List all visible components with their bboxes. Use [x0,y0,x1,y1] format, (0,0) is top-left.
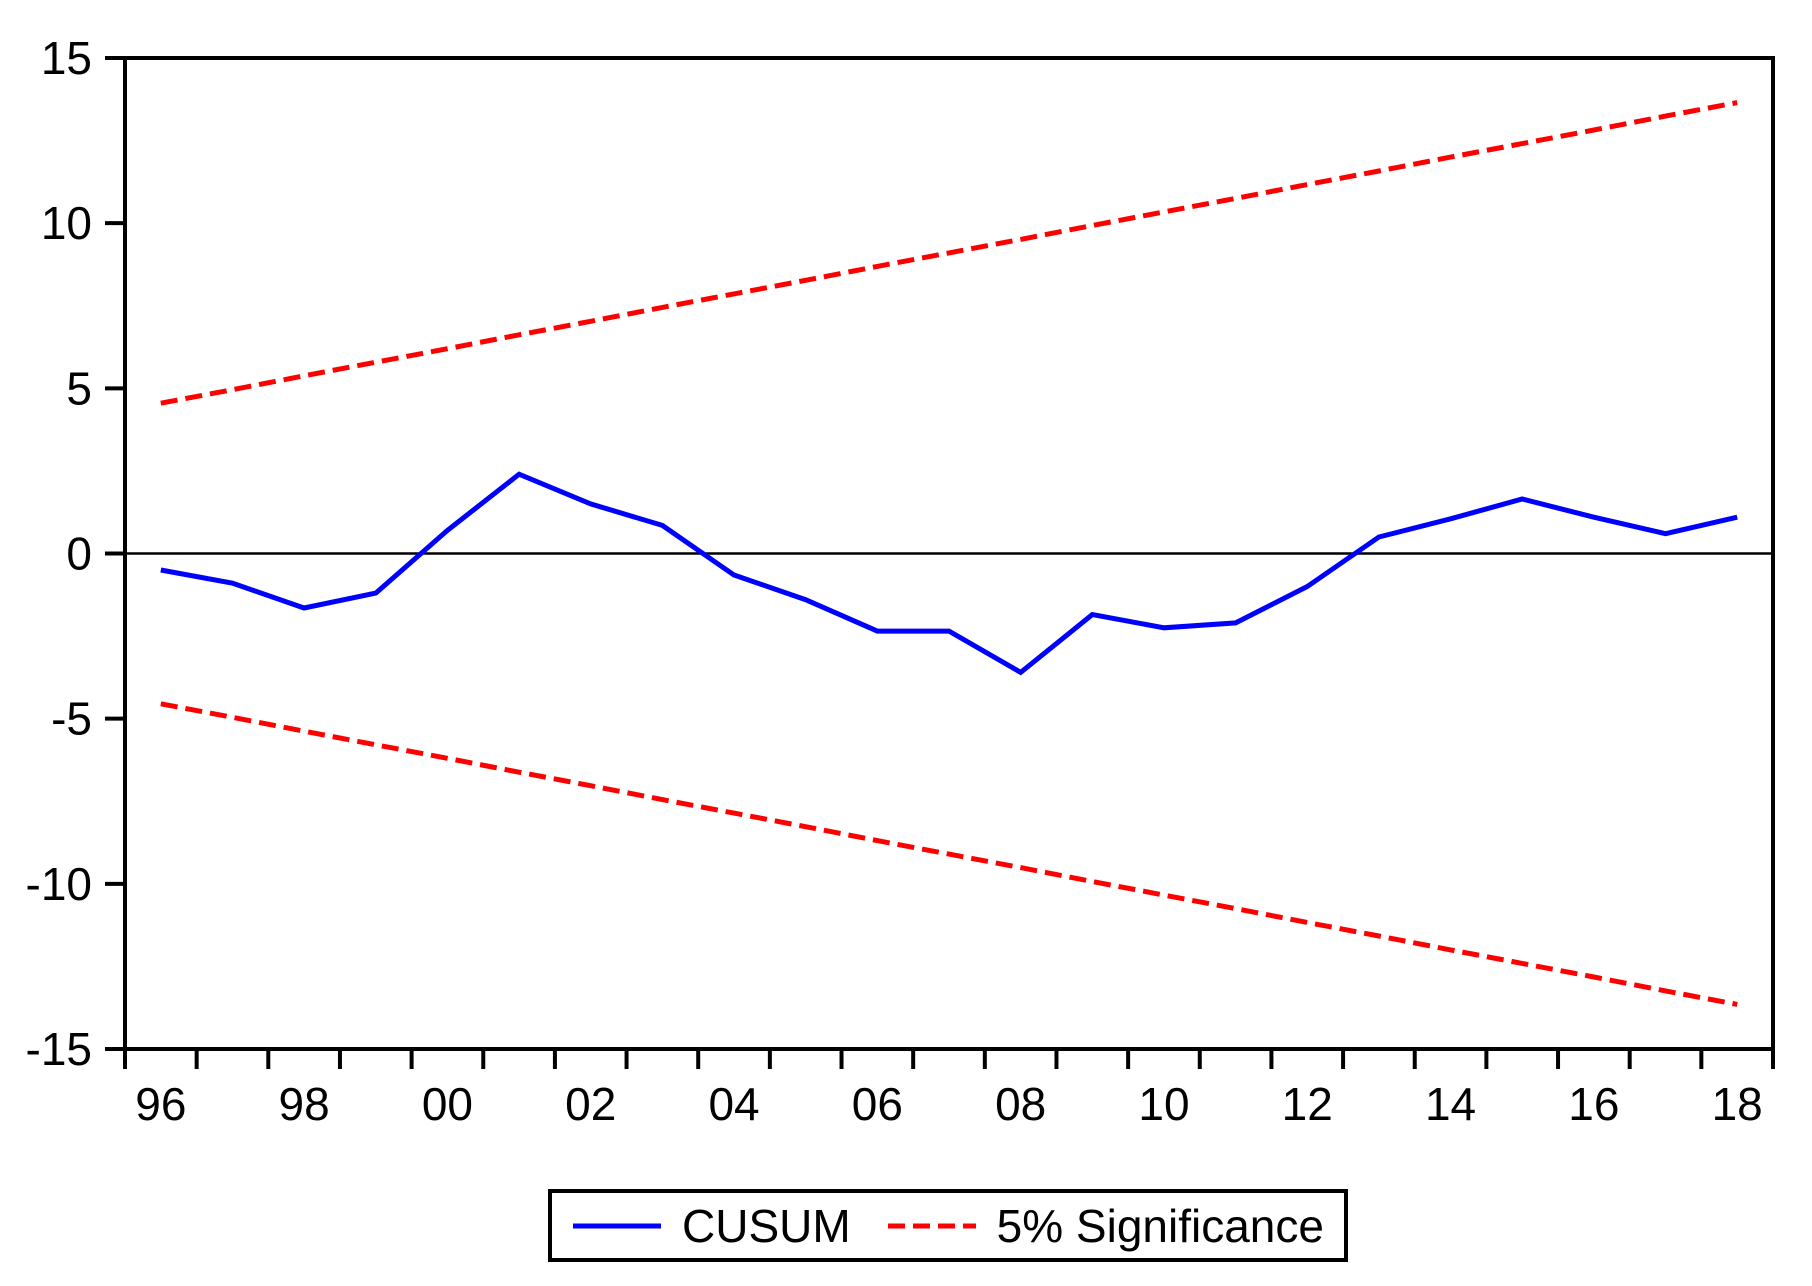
legend-entry-significance: 5% Significance [887,1203,1324,1249]
x-axis-label: 08 [995,1078,1046,1130]
legend-label-significance: 5% Significance [996,1199,1324,1252]
series-line-0 [160,471,1738,676]
x-axis-label: 04 [708,1078,759,1130]
x-axis-label: 98 [279,1078,330,1130]
x-axis-label: 02 [565,1078,616,1130]
y-axis-label: 0 [66,528,92,580]
x-axis-label: 18 [1712,1078,1763,1130]
x-axis-label: 10 [1138,1078,1189,1130]
y-axis-label: 10 [41,197,92,249]
legend-significance-line-sample [887,1223,976,1228]
x-axis-label: 00 [422,1078,473,1130]
y-axis-label: -15 [26,1023,92,1075]
y-axis-label: -5 [51,693,92,745]
y-axis-label: -10 [26,858,92,910]
y-axis-label: 5 [66,362,92,414]
series-line-1 [160,100,1738,406]
y-axis-label: 15 [41,32,92,84]
x-axis-label: 96 [135,1078,186,1130]
chart-legend: CUSUM 5% Significance [548,1189,1348,1262]
legend-cusum-line-sample [573,1223,661,1228]
legend-entry-cusum: CUSUM [572,1203,851,1249]
series-line-2 [160,701,1738,1007]
x-axis-label: 14 [1425,1078,1476,1130]
x-axis-label: 06 [852,1078,903,1130]
x-axis-label: 16 [1568,1078,1619,1130]
legend-label-cusum: CUSUM [682,1199,851,1252]
x-axis-label: 12 [1282,1078,1333,1130]
